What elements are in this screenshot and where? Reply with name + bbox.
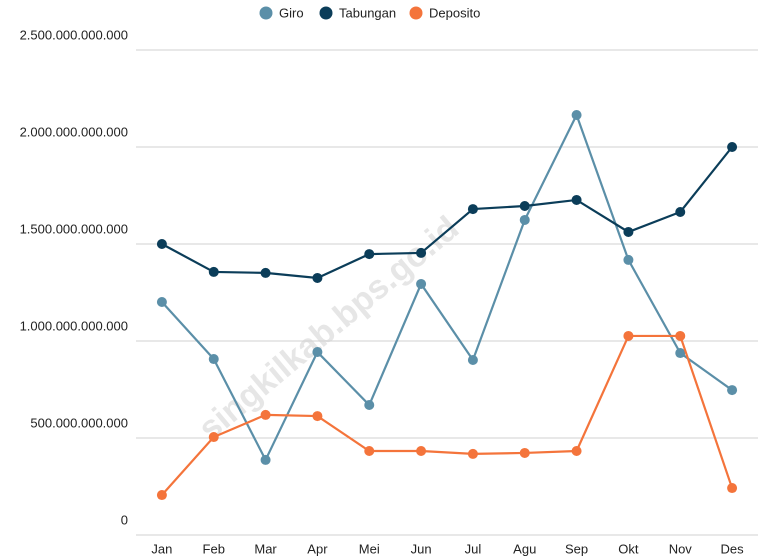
data-point (727, 385, 738, 396)
data-point (623, 226, 634, 237)
data-point (156, 239, 167, 249)
y-tick-label: 2.000.000.000.000 (20, 124, 128, 139)
data-point (416, 247, 427, 258)
series-line (161, 146, 733, 280)
data-point (260, 267, 271, 278)
data-point (467, 204, 478, 215)
y-tick-label: 500.000.000.000 (30, 415, 128, 430)
x-tick-label: Jan (151, 541, 172, 556)
y-tick-label: 1.000.000.000.000 (20, 318, 128, 333)
y-tick-label: 1.500.000.000.000 (20, 221, 128, 236)
x-tick-label: Des (721, 541, 745, 556)
series (156, 142, 738, 283)
data-point (416, 445, 427, 456)
data-point (571, 194, 582, 205)
data-point (312, 347, 323, 358)
data-point (519, 447, 530, 458)
data-point (364, 445, 375, 456)
x-tick-label: Jun (411, 541, 432, 556)
data-point (571, 109, 582, 120)
data-point (675, 206, 686, 217)
legend-label: Deposito (429, 5, 480, 20)
data-point (156, 297, 167, 308)
data-point (675, 330, 686, 341)
data-point (208, 266, 219, 277)
data-point (467, 355, 478, 366)
series (156, 330, 738, 501)
x-tick-label: Mei (359, 541, 380, 556)
x-tick-label: Okt (618, 541, 639, 556)
data-point (519, 214, 530, 225)
x-tick-label: Sep (565, 541, 588, 556)
data-point (260, 454, 271, 465)
data-point (364, 249, 375, 260)
legend-marker (319, 6, 333, 20)
data-point (208, 354, 219, 365)
data-point (571, 445, 582, 456)
data-point (260, 409, 271, 420)
data-point (727, 142, 738, 152)
series-line (161, 334, 734, 496)
data-point (675, 348, 686, 359)
series-line (161, 112, 733, 463)
x-tick-label: Nov (669, 541, 693, 556)
data-point (364, 400, 375, 411)
x-tick-label: Apr (307, 541, 328, 556)
y-tick-label: 2.500.000.000.000 (20, 27, 128, 42)
data-point (312, 411, 323, 422)
data-point (623, 254, 634, 265)
data-point (519, 200, 530, 211)
y-tick-label: 0 (121, 512, 128, 527)
data-point (208, 432, 219, 443)
data-point (467, 448, 478, 459)
watermark: singkilkab.bps.go.id (191, 209, 466, 448)
x-tick-label: Feb (203, 541, 225, 556)
legend-label: Tabungan (339, 5, 396, 20)
data-point (156, 490, 167, 501)
series (156, 109, 738, 465)
legend-marker (259, 6, 273, 20)
legend-label: Giro (279, 5, 304, 20)
data-point (312, 272, 323, 283)
x-tick-label: Agu (513, 541, 536, 556)
x-tick-label: Mar (254, 541, 277, 556)
data-point (623, 330, 634, 341)
data-point (727, 483, 738, 494)
x-tick-label: Jul (465, 541, 482, 556)
legend-marker (409, 6, 423, 20)
data-point (416, 278, 427, 289)
